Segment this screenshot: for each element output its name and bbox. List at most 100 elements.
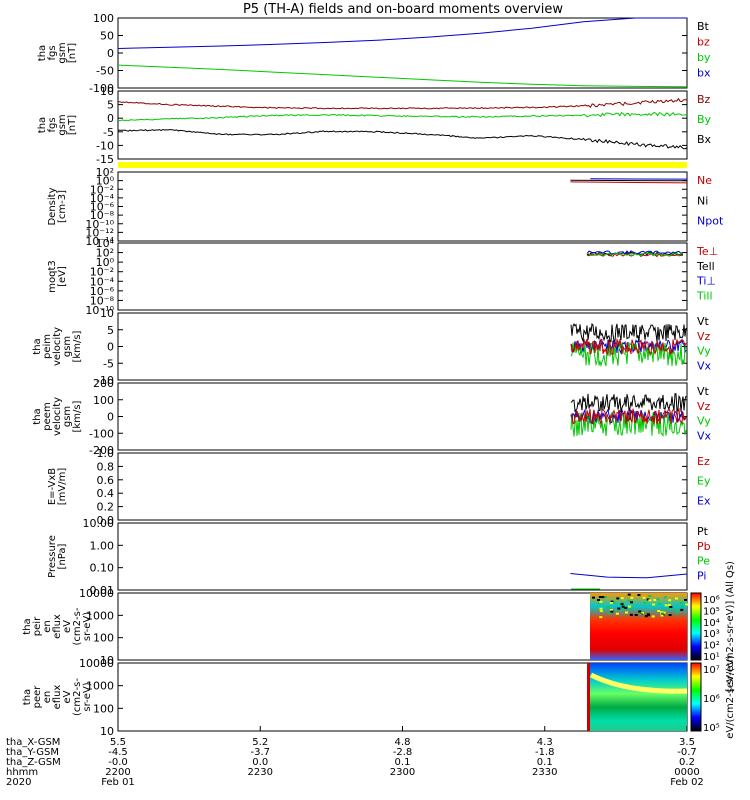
axis-row-label: tha_Y-GSM bbox=[6, 747, 59, 758]
axis-row-value: 3.5 bbox=[679, 737, 695, 748]
spectrogram-pixel bbox=[663, 596, 667, 599]
spectrogram-pixel bbox=[684, 598, 688, 601]
legend-Vx: Vx bbox=[697, 429, 712, 442]
y-tick-label: 100 bbox=[93, 702, 114, 715]
legend-bx: bx bbox=[697, 67, 711, 80]
y-tick-label: 10² bbox=[96, 247, 114, 260]
y-tick-label: -15 bbox=[96, 153, 114, 166]
legend-By: By bbox=[697, 113, 712, 126]
spectrogram-pixel bbox=[621, 605, 625, 608]
spectrogram-pixel bbox=[667, 608, 671, 611]
spectrogram-pixel bbox=[674, 610, 678, 613]
spectrogram-pixel bbox=[657, 610, 661, 613]
spectrogram-pixel bbox=[669, 605, 673, 608]
y-tick-label: 10⁻⁴ bbox=[90, 275, 115, 288]
colorbar-tick-label: 10⁵ bbox=[703, 723, 720, 734]
spectrogram-pixel bbox=[615, 612, 619, 615]
panel-frame bbox=[117, 242, 688, 311]
series-line-bx bbox=[117, 17, 687, 49]
y-tick-label: 1000 bbox=[86, 609, 114, 622]
y-tick-label: -100 bbox=[89, 427, 114, 440]
spectrogram-pixel bbox=[612, 601, 616, 604]
y-tick-label: 10 bbox=[100, 725, 114, 738]
y-axis-label: gsm bbox=[57, 114, 68, 135]
y-tick-label: 0 bbox=[107, 411, 114, 424]
y-tick-label: 0.4 bbox=[97, 487, 115, 500]
y-axis-label: (cm2-s- bbox=[72, 678, 83, 716]
velocity-trace bbox=[570, 337, 687, 356]
y-axis-label: [km/s] bbox=[72, 330, 83, 362]
colorbar-label: eV/(cm2-s-sr-eV) bbox=[725, 655, 736, 739]
legend-Pi: Pi bbox=[697, 569, 706, 582]
y-tick-label: 0.2 bbox=[97, 501, 115, 514]
y-tick-label: 200 bbox=[93, 377, 114, 390]
spectrogram-pixel bbox=[668, 599, 672, 602]
axis-row-value: 4.3 bbox=[537, 737, 553, 748]
axis-row-label: hhmm bbox=[6, 767, 38, 778]
series-line-Ne bbox=[570, 181, 688, 184]
quality-flag-bar bbox=[118, 162, 687, 168]
y-tick-label: -5 bbox=[103, 357, 114, 370]
legend-Pt: Pt bbox=[697, 525, 709, 538]
colorbar-tick-label: 10⁷ bbox=[703, 665, 720, 676]
spectrogram-pixel bbox=[630, 596, 634, 599]
spectrogram-pixel bbox=[599, 600, 603, 603]
y-tick-label: 10⁻¹⁰ bbox=[85, 218, 114, 231]
axis-row-value: -0.0 bbox=[108, 757, 128, 768]
y-tick-label: 10000 bbox=[79, 587, 114, 600]
legend-Vx: Vx bbox=[697, 359, 712, 372]
y-tick-label: 10⁰ bbox=[96, 256, 115, 269]
y-tick-label: 1.0 bbox=[97, 447, 115, 460]
y-tick-label: 1000 bbox=[86, 680, 114, 693]
y-axis-label: en bbox=[42, 691, 53, 704]
y-axis-label: eV bbox=[62, 620, 73, 633]
panel-6: 200 100 0 -100 -200 tha peem velocity gsm [km/s] V… bbox=[32, 377, 712, 457]
panel-frame bbox=[117, 17, 688, 89]
y-axis-label: [cm-3] bbox=[57, 190, 68, 223]
axis-row-value: 0.1 bbox=[537, 757, 553, 768]
axis-row-value: -1.8 bbox=[535, 747, 555, 758]
spectrogram-pixel bbox=[674, 597, 678, 600]
spectrogram-pixel bbox=[638, 610, 642, 613]
y-axis-label: eflux bbox=[52, 614, 63, 639]
ion-spectrogram bbox=[590, 593, 687, 660]
y-tick-label: 10⁻⁴ bbox=[90, 192, 115, 205]
axis-row-value: 5.2 bbox=[252, 737, 268, 748]
axis-row-value: -3.7 bbox=[250, 747, 270, 758]
spectrogram-pixel bbox=[591, 596, 595, 599]
spectrogram-pixel bbox=[666, 603, 670, 606]
y-tick-label: -50 bbox=[96, 65, 114, 78]
spectrogram-pixel bbox=[638, 613, 642, 616]
y-tick-label: 10⁻² bbox=[90, 266, 114, 279]
y-tick-label: 10⁻⁸ bbox=[90, 294, 115, 307]
spectrogram-pixel bbox=[610, 601, 614, 604]
y-axis-label: gsm bbox=[57, 42, 68, 63]
spectrogram-pixel bbox=[668, 614, 672, 617]
legend-Tell: Tell bbox=[696, 260, 715, 273]
y-axis-label: tha bbox=[22, 689, 33, 705]
colorbar bbox=[690, 662, 702, 732]
legend-Vz: Vz bbox=[697, 400, 711, 413]
legend-Ti⊥: Ti⊥ bbox=[696, 275, 716, 288]
y-axis-label: [eV] bbox=[57, 266, 68, 287]
spectrogram-pixel bbox=[628, 605, 632, 608]
legend-Vy: Vy bbox=[697, 345, 711, 358]
axis-row-label: tha_X-GSM bbox=[6, 737, 60, 748]
spectrogram-pixel bbox=[606, 605, 610, 608]
axis-row-value: Feb 01 bbox=[101, 777, 135, 788]
spectrogram-pixel bbox=[643, 601, 647, 604]
electron-spectrogram bbox=[587, 663, 687, 731]
temperature-trace bbox=[586, 250, 684, 255]
y-tick-label: 10 bbox=[100, 654, 114, 667]
panel-frame bbox=[117, 90, 688, 160]
panel-7: 1.00.80.60.40.20.0 E=-VxB [mV/m] Ez Ey Ex bbox=[47, 447, 711, 527]
spectrogram-pixel bbox=[660, 612, 664, 615]
colorbar-label: [eV/(cm2-s-sr-eV)] (All Qs) bbox=[725, 561, 736, 692]
axis-row-value: -4.5 bbox=[108, 747, 128, 758]
panel-1: 100 50 0 -50 -100 tha fgs gsm [nT] Bt bz by bx bbox=[37, 12, 711, 95]
spectrogram-pixel bbox=[620, 601, 624, 604]
y-tick-label: 10² bbox=[96, 166, 114, 179]
y-axis-label: E=-VxB bbox=[47, 468, 58, 505]
